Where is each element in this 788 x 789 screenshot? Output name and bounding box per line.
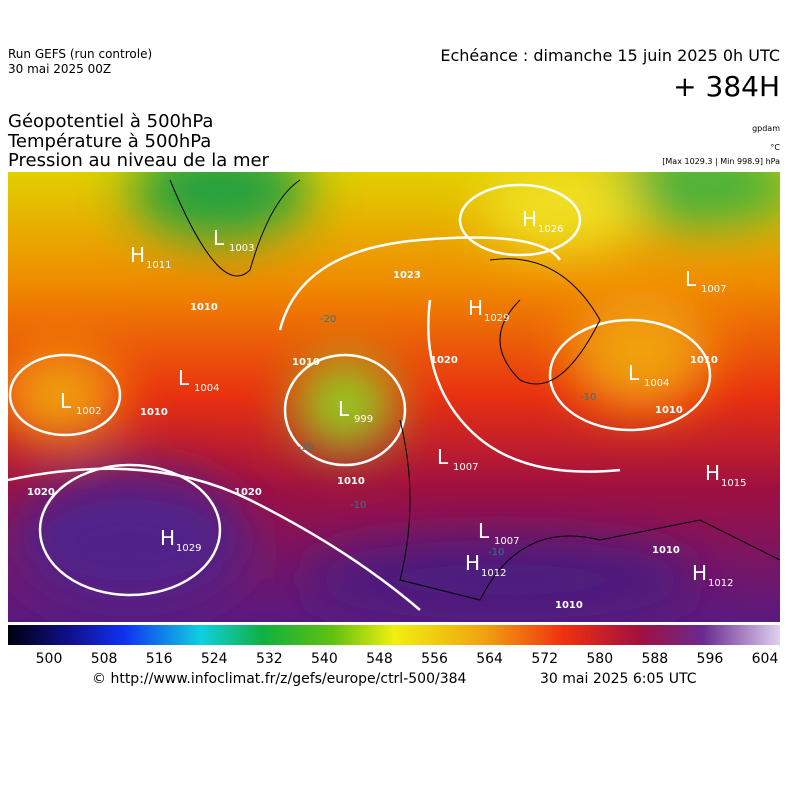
center-letter: L (338, 397, 350, 421)
center-value: 1015 (721, 478, 746, 489)
temperature-label: -10 (580, 392, 596, 403)
center-letter: L (685, 267, 697, 291)
center-value: 1004 (644, 378, 669, 389)
isobar-label: 1010 (140, 407, 168, 418)
center-value: 1007 (701, 284, 726, 295)
center-letter: L (213, 226, 225, 250)
center-value: 1003 (229, 243, 254, 254)
center-value: 1007 (494, 536, 519, 547)
center-value: 1004 (194, 383, 219, 394)
center-value: 999 (354, 414, 373, 425)
isobar-label: 1010 (652, 545, 680, 556)
temperature-label: -10 (488, 547, 504, 558)
center-value: 1029 (484, 313, 509, 324)
lead-time: + 384H (673, 70, 780, 103)
colorbar-tick-label: 572 (531, 651, 558, 667)
center-value: 1011 (146, 260, 171, 271)
isobar-label: 1020 (27, 487, 55, 498)
center-letter: H (692, 561, 707, 585)
isobar-label: 1010 (292, 357, 320, 368)
center-letter: L (628, 361, 640, 385)
unit: gpdam (752, 124, 780, 133)
center-value: 1026 (538, 224, 563, 235)
unit: [Max 1029.3 | Min 998.9] hPa (662, 157, 780, 166)
colorbar-tick-label: 500 (36, 651, 63, 667)
center-letter: H (705, 461, 720, 485)
center-letter: L (178, 366, 190, 390)
center-letter: H (160, 526, 175, 550)
center-value: 1012 (481, 568, 506, 579)
colorbar-tick-label: 596 (697, 651, 724, 667)
run-date: 30 mai 2025 00Z (8, 62, 111, 76)
isobar-label: 1010 (690, 355, 718, 366)
isobar-label: 1010 (190, 302, 218, 313)
colorbar-tick-label: 564 (476, 651, 503, 667)
field: Pression au niveau de la mer (8, 150, 270, 171)
valid-time: Echéance : dimanche 15 juin 2025 0h UTC (440, 46, 780, 65)
colorbar-tick-label: 556 (421, 651, 448, 667)
isobar-label: 1020 (234, 487, 262, 498)
colorbar-tick-label: 604 (752, 651, 779, 667)
isobar-label: 1020 (430, 355, 458, 366)
isobar-label: 1010 (655, 405, 683, 416)
run: Run GEFS (run controle) (8, 47, 152, 61)
unit: °C (770, 143, 780, 152)
center-letter: H (522, 207, 537, 231)
center-value: 1012 (708, 578, 733, 589)
source: © http://www.infoclimat.fr/z/gefs/europe… (92, 671, 467, 687)
center-letter: L (437, 445, 449, 469)
center-value: 1029 (176, 543, 201, 554)
center-letter: H (468, 296, 483, 320)
center-value: 1007 (453, 462, 478, 473)
colorbar-tick-label: 540 (311, 651, 338, 667)
issued: 30 mai 2025 6:05 UTC (540, 671, 697, 687)
map-field (8, 172, 780, 622)
temperature-label: -20 (320, 314, 336, 325)
temperature-label: -20 (298, 442, 314, 453)
isobar-label: 1023 (393, 270, 421, 281)
colorbar-tick-label: 516 (146, 651, 173, 667)
isobar-label: 1010 (555, 600, 583, 611)
isobar-label: 1010 (337, 476, 365, 487)
center-letter: H (130, 243, 145, 267)
center-letter: L (60, 389, 72, 413)
field: Géopotentiel à 500hPa (8, 111, 213, 132)
colorbar-tick-label: 548 (366, 651, 393, 667)
temperature-label: -10 (350, 500, 366, 511)
colorbar (8, 625, 780, 645)
field: Température à 500hPa (7, 131, 211, 152)
colorbar-tick-label: 580 (586, 651, 613, 667)
center-value: 1002 (76, 406, 101, 417)
colorbar-tick-label: 588 (641, 651, 668, 667)
colorbar-tick-label: 524 (201, 651, 228, 667)
center-letter: L (478, 519, 490, 543)
colorbar-tick-label: 508 (91, 651, 118, 667)
center-letter: H (465, 551, 480, 575)
colorbar-tick-label: 532 (256, 651, 283, 667)
